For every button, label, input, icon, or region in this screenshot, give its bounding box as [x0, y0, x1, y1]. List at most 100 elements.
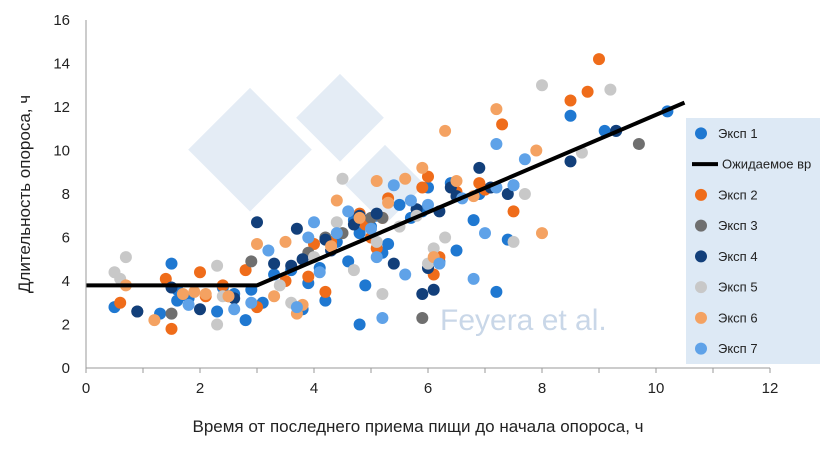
- data-point: [387, 257, 400, 270]
- data-point: [370, 207, 383, 220]
- legend: Эксп 1 Ожидаемое вр Эксп 2 Эксп 3 Эксп 4 Эксп…: [686, 118, 820, 364]
- data-point: [439, 231, 452, 244]
- data-point: [399, 268, 412, 281]
- data-point: [131, 305, 144, 318]
- legend-label: Эксп 1: [718, 126, 758, 141]
- data-point: [359, 279, 372, 292]
- data-point: [376, 288, 389, 301]
- data-point: [496, 118, 509, 131]
- data-point: [507, 235, 520, 248]
- data-point: [507, 179, 520, 192]
- data-point: [416, 181, 429, 194]
- data-point: [114, 296, 127, 309]
- data-point: [518, 188, 531, 200]
- data-point: [245, 255, 258, 268]
- y-tick-label: 14: [53, 56, 70, 73]
- data-point: [273, 279, 286, 292]
- legend-marker: [695, 219, 707, 232]
- data-point: [536, 79, 548, 92]
- data-point: [165, 322, 178, 335]
- legend-marker: [695, 281, 707, 294]
- data-point: [632, 137, 645, 150]
- data-point: [518, 153, 531, 166]
- data-point: [353, 211, 366, 224]
- data-point: [342, 255, 355, 268]
- data-point: [251, 238, 263, 251]
- data-point: [308, 216, 320, 229]
- data-point: [239, 314, 252, 327]
- axes: 0 2 4 6 8 10 12 0 2 4 6 8 10 12 14 16 Время от последнег…: [15, 12, 778, 436]
- x-tick-label: 8: [538, 380, 546, 397]
- legend-label: Эксп 3: [718, 218, 758, 233]
- watermark-diamond: [188, 87, 312, 212]
- data-point: [490, 103, 503, 116]
- x-tick-label: 2: [196, 380, 204, 397]
- data-point: [159, 272, 172, 285]
- data-point: [313, 266, 326, 279]
- data-point: [581, 85, 594, 98]
- legend-marker: [695, 311, 707, 324]
- data-point: [262, 244, 275, 257]
- legend-marker: [695, 342, 707, 355]
- data-point: [319, 294, 332, 307]
- data-point: [239, 264, 252, 277]
- data-point: [382, 238, 395, 251]
- data-point: [416, 161, 429, 174]
- data-point: [433, 257, 446, 270]
- data-point: [176, 288, 189, 301]
- data-point: [165, 307, 178, 320]
- x-tick-label: 6: [424, 380, 432, 397]
- legend-label: Эксп 4: [718, 249, 758, 264]
- data-point: [450, 244, 463, 257]
- data-point: [593, 53, 605, 66]
- data-point: [439, 124, 452, 137]
- plot-area: [86, 53, 686, 335]
- x-tick-label: 10: [648, 380, 665, 397]
- watermark-text: Feyera et al.: [440, 304, 607, 337]
- data-point: [564, 109, 577, 122]
- data-point: [416, 288, 429, 301]
- data-point: [119, 251, 132, 264]
- legend-label: Эксп 6: [718, 310, 758, 325]
- data-point: [330, 194, 343, 207]
- y-tick-label: 10: [53, 143, 70, 160]
- legend-marker: [695, 188, 707, 201]
- data-point: [222, 290, 235, 303]
- data-point: [336, 172, 349, 185]
- data-point: [325, 240, 338, 253]
- y-tick-label: 0: [62, 360, 70, 377]
- data-point: [182, 298, 195, 311]
- data-point: [290, 301, 303, 314]
- y-tick-label: 8: [62, 186, 70, 203]
- data-point: [490, 137, 503, 150]
- data-point: [416, 311, 429, 324]
- legend-label: Эксп 7: [718, 341, 758, 356]
- data-point: [188, 285, 201, 298]
- data-point: [427, 283, 440, 296]
- data-point: [211, 318, 224, 331]
- y-tick-label: 2: [62, 317, 70, 334]
- data-point: [501, 188, 514, 200]
- data-point: [330, 216, 343, 229]
- data-point: [450, 174, 463, 187]
- data-point: [427, 242, 440, 255]
- data-point: [382, 196, 395, 209]
- data-point: [479, 227, 491, 240]
- data-point: [370, 174, 383, 187]
- legend-box: [686, 118, 820, 364]
- y-axis-title: Длительность опороса, ч: [15, 95, 34, 293]
- data-point: [342, 205, 355, 218]
- y-tick-label: 12: [53, 99, 70, 116]
- data-point: [330, 227, 343, 240]
- data-point: [422, 170, 434, 183]
- data-point: [370, 235, 383, 248]
- data-point: [245, 296, 258, 309]
- data-point: [399, 172, 412, 185]
- data-point: [353, 227, 366, 240]
- data-point: [211, 259, 224, 272]
- data-point: [490, 285, 503, 298]
- x-axis-title: Время от последнего приема пищи до начал…: [192, 417, 643, 436]
- data-point: [290, 222, 303, 235]
